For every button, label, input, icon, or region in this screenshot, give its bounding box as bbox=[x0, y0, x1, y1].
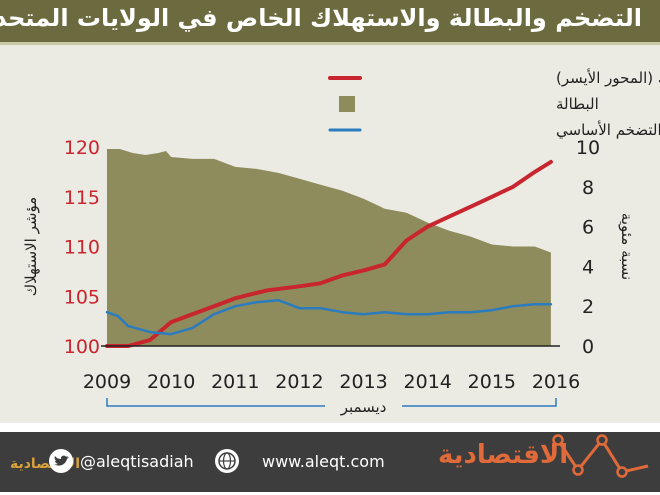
y-right-tick-label: 6 bbox=[582, 217, 594, 239]
legend-unemployment-marker bbox=[339, 96, 355, 112]
chart: 100 105 110 115 120 0 2 4 6 8 10 2009 2010 2011 2012 20… bbox=[22, 68, 660, 416]
x-bracket-right bbox=[402, 398, 557, 407]
title-underline bbox=[0, 42, 660, 45]
y-left-tick-label: 105 bbox=[64, 286, 100, 308]
y-right-axis-label: نسبة مئوية bbox=[618, 213, 636, 280]
x-tick-label: 2011 bbox=[211, 371, 259, 393]
x-tick-label: 2016 bbox=[532, 371, 580, 393]
legend-core-inflation-label: التضخم الأساسي bbox=[556, 120, 660, 140]
brand-logo: الاقتصادية bbox=[438, 440, 569, 470]
y-left-tick-label: 100 bbox=[64, 336, 100, 358]
website-link[interactable]: www.aleqt.com bbox=[262, 452, 385, 471]
y-right-tick-label: 0 bbox=[582, 336, 594, 358]
x-tick-label: 2013 bbox=[339, 371, 387, 393]
y-left-tick-label: 120 bbox=[64, 137, 100, 159]
y-right-tick-label: 4 bbox=[582, 256, 594, 278]
x-tick-label: 2010 bbox=[147, 371, 195, 393]
twitter-icon[interactable] bbox=[48, 448, 74, 474]
brand-trend-icon bbox=[552, 434, 649, 478]
y-right-tick-label: 10 bbox=[576, 137, 600, 159]
y-right-tick-label: 2 bbox=[582, 296, 594, 318]
y-left-axis-label: مؤشر الاستهلاك bbox=[22, 197, 40, 296]
y-right-tick-label: 8 bbox=[582, 177, 594, 199]
y-left-tick-label: 110 bbox=[64, 237, 100, 259]
x-tick-label: 2012 bbox=[275, 371, 323, 393]
x-tick-label: 2009 bbox=[83, 371, 131, 393]
chart-title: التضخم والبطالة والاستهلاك الخاص في الول… bbox=[0, 4, 642, 32]
legend-unemployment-label: البطالة bbox=[556, 95, 599, 113]
x-bracket-left bbox=[106, 398, 326, 407]
title-bar bbox=[0, 0, 660, 42]
globe-icon[interactable] bbox=[214, 448, 240, 474]
y-left-tick-label: 115 bbox=[64, 187, 100, 209]
legend-consumption-label: الاستهلاك (المحور الأيسر) bbox=[556, 68, 660, 87]
x-tick-label: 2014 bbox=[404, 371, 452, 393]
series-area-unemployment bbox=[107, 149, 551, 346]
footer-band bbox=[0, 432, 660, 492]
series-line-core-inflation bbox=[105, 298, 553, 336]
series-line-consumption bbox=[105, 159, 553, 348]
x-axis-sublabel: ديسمبر bbox=[340, 398, 387, 416]
twitter-handle[interactable]: @aleqtisadiah bbox=[80, 452, 194, 471]
x-tick-label: 2015 bbox=[468, 371, 516, 393]
